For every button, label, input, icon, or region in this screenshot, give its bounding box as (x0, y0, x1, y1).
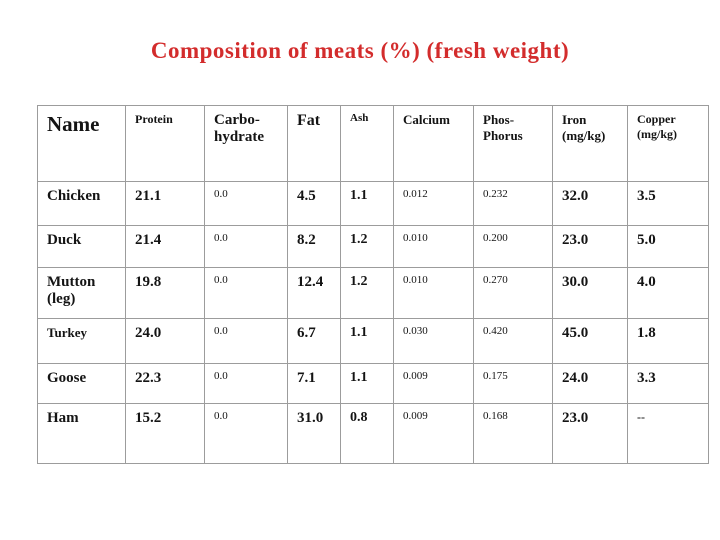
cell-copper: 1.8 (627, 318, 709, 364)
cell-name: Ham (37, 403, 126, 464)
cell-ash: 1.1 (340, 181, 394, 226)
table-row-goose: Goose 22.3 0.0 7.1 1.1 0.009 0.175 24.0 … (37, 363, 709, 404)
column-header-ash: Ash (340, 105, 394, 182)
cell-calcium: 0.010 (393, 267, 474, 319)
column-header-protein: Protein (125, 105, 205, 182)
cell-copper: -- (627, 403, 709, 464)
cell-name: Duck (37, 225, 126, 268)
cell-calcium: 0.009 (393, 363, 474, 404)
column-header-copper: Copper (mg/kg) (627, 105, 709, 182)
table-row-chicken: Chicken 21.1 0.0 4.5 1.1 0.012 0.232 32.… (37, 181, 709, 226)
cell-name: Chicken (37, 181, 126, 226)
meat-composition-table: Name Protein Carbo- hydrate Fat Ash Calc… (37, 105, 709, 464)
cell-phosphorus: 0.270 (473, 267, 553, 319)
cell-carbohydrate: 0.0 (204, 363, 288, 404)
cell-iron: 23.0 (552, 403, 628, 464)
cell-copper: 5.0 (627, 225, 709, 268)
cell-ash: 1.2 (340, 225, 394, 268)
cell-iron: 30.0 (552, 267, 628, 319)
table-row-turkey: Turkey 24.0 0.0 6.7 1.1 0.030 0.420 45.0… (37, 318, 709, 364)
page-title: Composition of meats (%) (fresh weight) (150, 38, 570, 63)
table-row-ham: Ham 15.2 0.0 31.0 0.8 0.009 0.168 23.0 -… (37, 403, 709, 464)
cell-fat: 31.0 (287, 403, 341, 464)
cell-fat: 7.1 (287, 363, 341, 404)
cell-protein: 15.2 (125, 403, 205, 464)
cell-copper: 3.3 (627, 363, 709, 404)
table-row-duck: Duck 21.4 0.0 8.2 1.2 0.010 0.200 23.0 5… (37, 225, 709, 268)
cell-iron: 24.0 (552, 363, 628, 404)
cell-protein: 21.4 (125, 225, 205, 268)
cell-protein: 22.3 (125, 363, 205, 404)
cell-name: Goose (37, 363, 126, 404)
cell-phosphorus: 0.420 (473, 318, 553, 364)
cell-phosphorus: 0.168 (473, 403, 553, 464)
cell-protein: 24.0 (125, 318, 205, 364)
cell-ash: 0.8 (340, 403, 394, 464)
cell-calcium: 0.012 (393, 181, 474, 226)
cell-ash: 1.1 (340, 318, 394, 364)
cell-fat: 12.4 (287, 267, 341, 319)
column-header-carbohydrate: Carbo- hydrate (204, 105, 288, 182)
cell-protein: 19.8 (125, 267, 205, 319)
column-header-name: Name (37, 105, 126, 182)
column-header-iron: Iron (mg/kg) (552, 105, 628, 182)
cell-name: Turkey (37, 318, 126, 364)
column-header-fat: Fat (287, 105, 341, 182)
cell-fat: 8.2 (287, 225, 341, 268)
cell-calcium: 0.009 (393, 403, 474, 464)
header-row: Name Protein Carbo- hydrate Fat Ash Calc… (37, 105, 709, 182)
table-row-mutton-leg: Mutton (leg) 19.8 0.0 12.4 1.2 0.010 0.2… (37, 267, 709, 319)
cell-iron: 45.0 (552, 318, 628, 364)
cell-protein: 21.1 (125, 181, 205, 226)
cell-phosphorus: 0.232 (473, 181, 553, 226)
cell-phosphorus: 0.175 (473, 363, 553, 404)
column-header-phosphorus: Phos- Phorus (473, 105, 553, 182)
cell-fat: 6.7 (287, 318, 341, 364)
cell-name: Mutton (leg) (37, 267, 126, 319)
cell-ash: 1.1 (340, 363, 394, 404)
cell-carbohydrate: 0.0 (204, 225, 288, 268)
cell-carbohydrate: 0.0 (204, 181, 288, 226)
column-header-calcium: Calcium (393, 105, 474, 182)
cell-carbohydrate: 0.0 (204, 318, 288, 364)
cell-ash: 1.2 (340, 267, 394, 319)
cell-copper: 4.0 (627, 267, 709, 319)
cell-copper: 3.5 (627, 181, 709, 226)
cell-iron: 32.0 (552, 181, 628, 226)
cell-carbohydrate: 0.0 (204, 267, 288, 319)
cell-phosphorus: 0.200 (473, 225, 553, 268)
cell-iron: 23.0 (552, 225, 628, 268)
cell-calcium: 0.030 (393, 318, 474, 364)
cell-fat: 4.5 (287, 181, 341, 226)
cell-carbohydrate: 0.0 (204, 403, 288, 464)
cell-calcium: 0.010 (393, 225, 474, 268)
